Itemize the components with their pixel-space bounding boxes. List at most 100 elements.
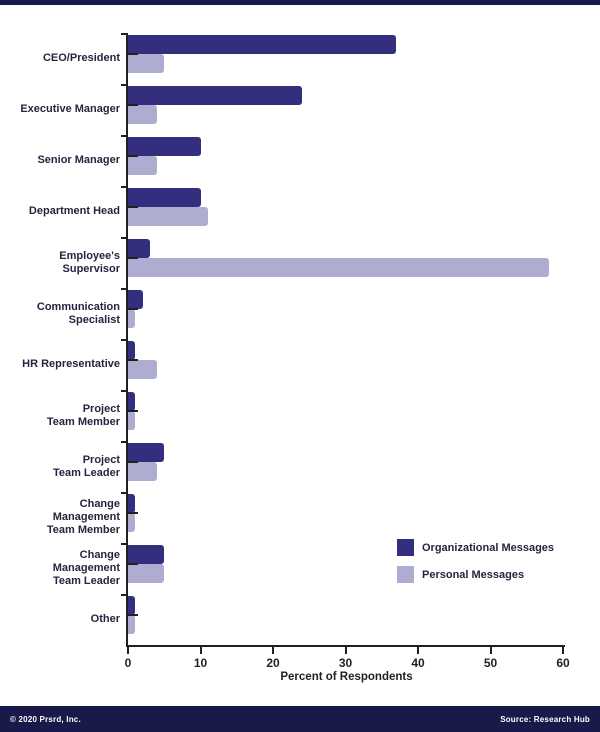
bar-organizational-messages-change-management-team-member: [128, 494, 136, 513]
bar-organizational-messages-hr-representative: [128, 341, 136, 360]
x-axis-title: Percent of Respondents: [280, 671, 413, 683]
bar-personal-messages-senior-manager: [128, 156, 157, 175]
category-label-line: Project: [82, 402, 120, 415]
bar-organizational-messages-project-team-leader: [128, 443, 165, 462]
bar-group-change-management-team-member: [128, 492, 565, 543]
category-label-project-team-member: Project Team Member: [0, 390, 124, 441]
category-label-line: Senior Manager: [37, 154, 120, 166]
category-label-line: Team Leader: [52, 466, 120, 479]
y-axis-category-tick: [128, 359, 138, 361]
y-axis-boundary-tick: [121, 594, 126, 596]
y-axis-category-tick: [128, 206, 138, 208]
x-axis-tick-50: [489, 647, 492, 654]
bar-organizational-messages-change-management-team-leader: [128, 545, 165, 564]
bar-personal-messages-change-management-team-leader: [128, 564, 165, 583]
bar-group-communication-specialist: [128, 288, 565, 339]
category-label-line: Other: [90, 613, 120, 625]
bar-personal-messages-ceo-president: [128, 54, 165, 73]
y-axis-boundary-tick: [121, 543, 126, 545]
bar-organizational-messages-senior-manager: [128, 137, 201, 156]
y-axis-boundary-tick: [121, 390, 126, 392]
legend-swatch-organizational: [397, 539, 414, 556]
category-label-line: Executive Manager: [20, 103, 120, 115]
x-axis-tick-20: [272, 647, 274, 654]
y-axis-category-tick: [128, 410, 138, 412]
category-label-line: Team Member: [46, 415, 120, 428]
category-label-communication-specialist: Communication Specialist: [0, 288, 124, 339]
x-axis-tick-label-50: 50: [483, 656, 498, 670]
x-axis-tick-60: [562, 647, 564, 654]
legend-label-personal: Personal Messages: [422, 568, 525, 581]
plot-area: 0 10 20 30 40 50 60: [121, 33, 570, 670]
x-axis-tick-label-40: 40: [411, 656, 425, 670]
legend-swatch-personal: [397, 566, 414, 583]
y-axis-category-tick: [128, 53, 138, 55]
y-axis-boundary-tick: [121, 186, 126, 188]
bar-group-senior-manager: [128, 135, 565, 186]
category-label-line: Change: [79, 549, 120, 561]
x-axis-tick-10: [199, 647, 202, 654]
x-axis-tick-label-10: 10: [193, 656, 208, 670]
y-axis-category-tick: [128, 563, 138, 565]
y-axis-category-tick: [128, 155, 138, 157]
category-label-line: Department Head: [28, 205, 120, 217]
y-axis-boundary-tick: [121, 33, 126, 35]
y-axis-boundary-tick: [121, 135, 126, 137]
bar-personal-messages-other: [128, 615, 136, 634]
legend-item-personal: Personal Messages: [397, 566, 554, 583]
bar-group-ceo-president: [128, 33, 565, 84]
category-label-change-management-team-leader: Change Management Team Leader: [0, 543, 124, 594]
bar-group-hr-representative: [128, 339, 565, 390]
category-label-line: Change: [79, 498, 120, 510]
bar-personal-messages-change-management-team-member: [128, 513, 136, 532]
y-axis-category-tick: [128, 461, 138, 463]
bar-personal-messages-hr-representative: [128, 360, 157, 379]
category-label-employee-s-supervisor: Employee's Supervisor: [0, 237, 124, 288]
x-axis-tick-0: [127, 647, 129, 654]
bar-organizational-messages-project-team-member: [128, 392, 136, 411]
category-label-line: Project: [82, 453, 120, 466]
y-axis-category-tick: [128, 257, 138, 259]
footer-copyright: © 2020 Prsrd, Inc.: [10, 714, 81, 724]
y-axis-category-tick: [128, 512, 138, 514]
y-axis-line: [126, 33, 128, 647]
y-axis-boundary-tick: [121, 339, 126, 341]
bar-group-change-management-team-leader: [128, 543, 565, 594]
bar-personal-messages-project-team-member: [128, 411, 136, 430]
bar-personal-messages-communication-specialist: [128, 309, 136, 328]
category-label-senior-manager: Senior Manager: [0, 135, 124, 186]
bar-personal-messages-department-head: [128, 207, 208, 226]
x-axis-tick-30: [344, 647, 347, 654]
y-axis-category-tick: [128, 104, 138, 106]
bar-personal-messages-employee-s-supervisor: [128, 258, 549, 277]
bar-organizational-messages-department-head: [128, 188, 201, 207]
bar-organizational-messages-communication-specialist: [128, 290, 143, 309]
category-label-other: Other: [0, 594, 124, 645]
category-label-department-head: Department Head: [0, 186, 124, 237]
category-label-project-team-leader: Project Team Leader: [0, 441, 124, 492]
category-label-line: Management: [52, 511, 120, 523]
x-axis-tick-label-30: 30: [338, 656, 353, 670]
bar-organizational-messages-other: [128, 596, 136, 615]
legend-label-organizational: Organizational Messages: [422, 541, 555, 554]
category-label-executive-manager: Executive Manager: [0, 84, 124, 135]
x-axis-tick-label-20: 20: [266, 656, 280, 670]
bar-personal-messages-executive-manager: [128, 105, 157, 124]
category-label-line: Communication: [36, 300, 120, 313]
bar-group-department-head: [128, 186, 565, 237]
bar-group-project-team-leader: [128, 441, 565, 492]
y-axis-boundary-tick: [121, 84, 126, 86]
category-label-ceo-president: CEO/President: [0, 33, 124, 84]
bar-group-employee-s-supervisor: [128, 237, 565, 288]
category-label-line: Team Member: [46, 524, 120, 536]
category-label-line: Team Leader: [52, 575, 120, 587]
y-axis-boundary-tick: [121, 492, 126, 494]
category-label-column: CEO/President Executive Manager Senior Man…: [0, 33, 124, 645]
category-label-change-management-team-member: Change Management Team Member: [0, 492, 124, 543]
x-axis-tick-label-60: 60: [556, 656, 570, 670]
category-label-line: CEO/President: [42, 52, 120, 64]
bar-personal-messages-project-team-leader: [128, 462, 157, 481]
footer-bar: © 2020 Prsrd, Inc. Source: Research Hub: [0, 706, 600, 732]
y-axis-boundary-tick: [121, 288, 126, 290]
y-axis-category-tick: [128, 308, 138, 310]
